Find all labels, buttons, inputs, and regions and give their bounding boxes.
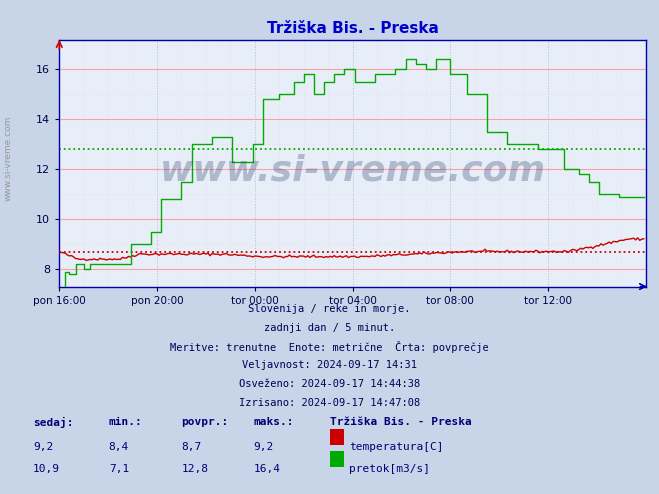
Text: 12,8: 12,8 xyxy=(181,464,208,474)
Text: temperatura[C]: temperatura[C] xyxy=(349,442,444,452)
Text: pretok[m3/s]: pretok[m3/s] xyxy=(349,464,430,474)
Text: Meritve: trenutne  Enote: metrične  Črta: povprečje: Meritve: trenutne Enote: metrične Črta: … xyxy=(170,341,489,353)
Text: 7,1: 7,1 xyxy=(109,464,129,474)
Text: 8,7: 8,7 xyxy=(181,442,202,452)
Text: Slovenija / reke in morje.: Slovenija / reke in morje. xyxy=(248,304,411,314)
Text: 9,2: 9,2 xyxy=(33,442,53,452)
Text: povpr.:: povpr.: xyxy=(181,417,229,427)
Text: 8,4: 8,4 xyxy=(109,442,129,452)
Text: Izrisano: 2024-09-17 14:47:08: Izrisano: 2024-09-17 14:47:08 xyxy=(239,398,420,408)
Text: Osveženo: 2024-09-17 14:44:38: Osveženo: 2024-09-17 14:44:38 xyxy=(239,379,420,389)
Text: maks.:: maks.: xyxy=(254,417,294,427)
Text: 9,2: 9,2 xyxy=(254,442,274,452)
Text: Tržiška Bis. - Preska: Tržiška Bis. - Preska xyxy=(330,417,471,427)
Text: Veljavnost: 2024-09-17 14:31: Veljavnost: 2024-09-17 14:31 xyxy=(242,360,417,370)
Text: 16,4: 16,4 xyxy=(254,464,281,474)
Text: min.:: min.: xyxy=(109,417,142,427)
Text: www.si-vreme.com: www.si-vreme.com xyxy=(3,116,13,201)
Text: zadnji dan / 5 minut.: zadnji dan / 5 minut. xyxy=(264,323,395,332)
Text: 10,9: 10,9 xyxy=(33,464,60,474)
Title: Tržiška Bis. - Preska: Tržiška Bis. - Preska xyxy=(267,21,438,36)
Text: sedaj:: sedaj: xyxy=(33,417,73,428)
Text: www.si-vreme.com: www.si-vreme.com xyxy=(159,154,546,187)
